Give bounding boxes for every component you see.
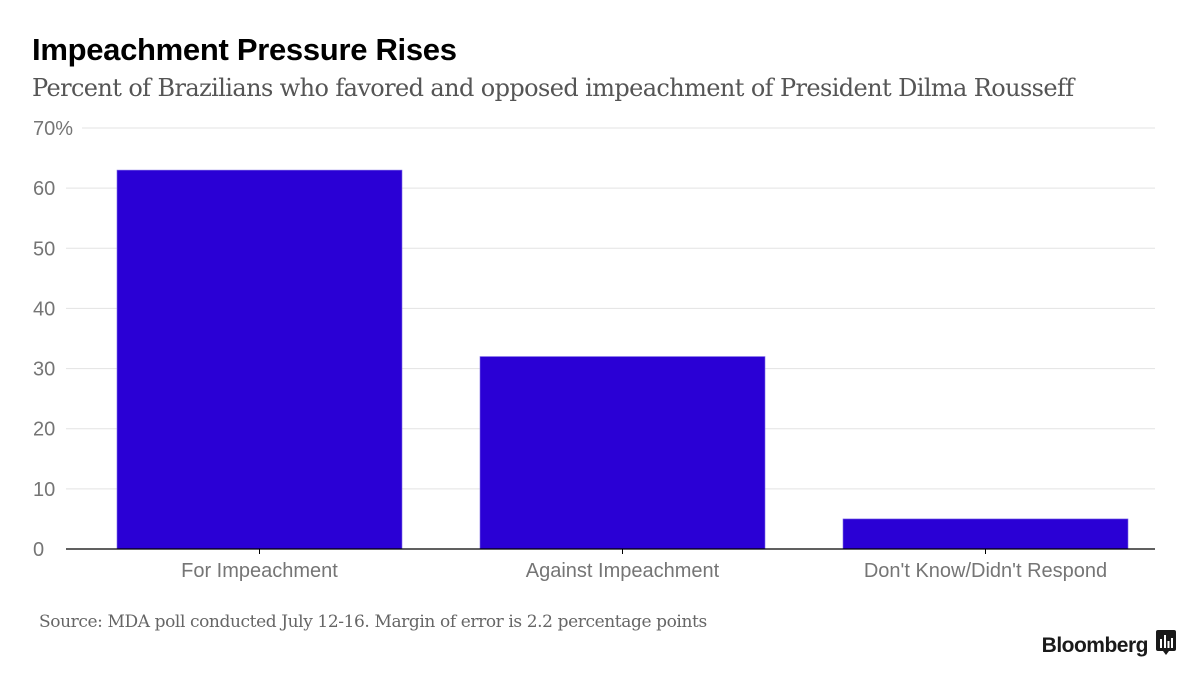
y-tick-label: 40 bbox=[33, 298, 55, 320]
x-tick-label: Against Impeachment bbox=[526, 560, 720, 582]
bar bbox=[479, 356, 766, 550]
y-tick-label: 0 bbox=[33, 539, 44, 561]
bar bbox=[116, 169, 403, 550]
y-tick-label: 50 bbox=[33, 238, 55, 260]
x-axis bbox=[66, 548, 1155, 554]
x-tick-label: For Impeachment bbox=[181, 560, 338, 582]
x-tick-label: Don't Know/Didn't Respond bbox=[864, 560, 1107, 582]
brand-name: Bloomberg bbox=[1041, 633, 1149, 657]
bar-chart: 0 10 20 30 40 50 60 70% For Impeachment Against … bbox=[33, 118, 1155, 582]
chart-subtitle: Percent of Brazilians who favored and op… bbox=[32, 74, 1074, 102]
bloomberg-logo: Bloomberg bbox=[1042, 630, 1176, 661]
bars bbox=[116, 169, 1129, 550]
y-axis-labels: 0 10 20 30 40 50 60 70% bbox=[33, 118, 73, 561]
source-note: Source: MDA poll conducted July 12-16. M… bbox=[39, 612, 707, 632]
bar bbox=[842, 518, 1129, 550]
chart-title: Impeachment Pressure Rises bbox=[32, 32, 457, 67]
y-tick-label: 10 bbox=[33, 479, 55, 501]
y-tick-label: 70% bbox=[33, 118, 73, 140]
y-tick-label: 60 bbox=[33, 178, 55, 200]
x-axis-labels: For Impeachment Against Impeachment Don't … bbox=[181, 560, 1107, 582]
y-tick-label: 20 bbox=[33, 419, 55, 441]
y-tick-label: 30 bbox=[33, 359, 55, 381]
bloomberg-chart-icon bbox=[1156, 630, 1176, 661]
